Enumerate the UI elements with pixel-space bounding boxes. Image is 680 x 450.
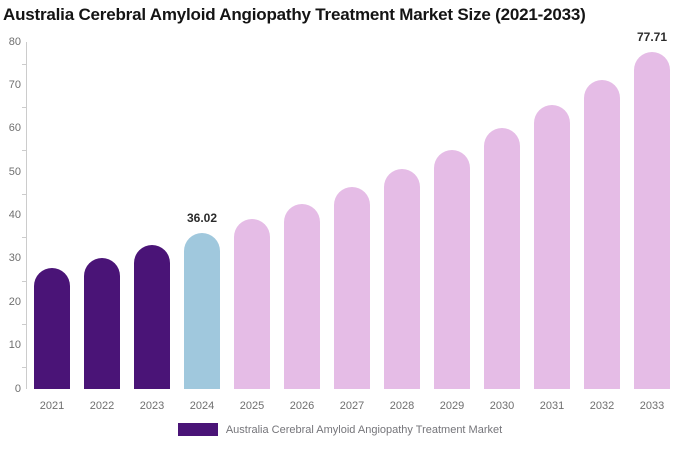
y-axis-tick bbox=[22, 150, 26, 151]
y-tick-label: 80 bbox=[8, 36, 21, 48]
y-tick-label: 30 bbox=[8, 252, 21, 264]
x-tick-label: 2022 bbox=[89, 400, 115, 412]
bar-2021 bbox=[34, 268, 70, 389]
value-label-2024: 36.02 bbox=[186, 210, 218, 225]
y-tick-label: 20 bbox=[8, 296, 21, 308]
bar-2030 bbox=[484, 128, 520, 389]
legend-swatch-icon bbox=[177, 423, 218, 436]
x-tick-label: 2030 bbox=[489, 400, 515, 412]
y-tick-label: 60 bbox=[8, 122, 21, 134]
x-tick-label: 2026 bbox=[289, 400, 315, 412]
y-tick-label: 70 bbox=[8, 79, 21, 91]
y-axis-tick bbox=[22, 367, 26, 368]
x-tick-label: 2021 bbox=[39, 400, 65, 412]
y-axis-tick bbox=[22, 64, 26, 65]
legend-label: Australia Cerebral Amyloid Angiopathy Tr… bbox=[225, 423, 503, 436]
bar-2031 bbox=[534, 104, 570, 389]
bar-2025 bbox=[234, 218, 270, 389]
x-tick-label: 2023 bbox=[139, 400, 165, 412]
x-tick-label: 2032 bbox=[589, 400, 615, 412]
y-axis-tick bbox=[22, 237, 26, 238]
legend: Australia Cerebral Amyloid Angiopathy Tr… bbox=[0, 423, 680, 436]
bar-2028 bbox=[384, 169, 420, 389]
x-tick-label: 2025 bbox=[239, 400, 265, 412]
bar-2029 bbox=[434, 149, 470, 389]
y-axis-tick bbox=[22, 107, 26, 108]
y-axis-line bbox=[26, 42, 27, 389]
y-tick-label: 10 bbox=[8, 339, 21, 351]
y-axis-tick bbox=[22, 281, 26, 282]
bar-2032 bbox=[584, 79, 620, 389]
x-tick-label: 2024 bbox=[189, 400, 215, 412]
chart-title: Australia Cerebral Amyloid Angiopathy Tr… bbox=[3, 5, 586, 24]
y-tick-label: 0 bbox=[14, 383, 21, 395]
value-label-2033: 77.71 bbox=[636, 29, 668, 44]
x-tick-label: 2027 bbox=[339, 400, 365, 412]
y-axis-tick bbox=[22, 194, 26, 195]
bar-2024 bbox=[184, 232, 220, 389]
bar-2027 bbox=[334, 187, 370, 389]
bar-2026 bbox=[284, 203, 320, 389]
x-tick-label: 2029 bbox=[439, 400, 465, 412]
bar-2033 bbox=[634, 51, 670, 389]
x-tick-label: 2028 bbox=[389, 400, 415, 412]
x-tick-label: 2031 bbox=[539, 400, 565, 412]
bar-2022 bbox=[84, 257, 120, 389]
y-axis-tick bbox=[22, 324, 26, 325]
y-tick-label: 50 bbox=[8, 166, 21, 178]
bar-2023 bbox=[134, 245, 170, 389]
x-tick-label: 2033 bbox=[639, 400, 665, 412]
y-tick-label: 40 bbox=[8, 209, 21, 221]
